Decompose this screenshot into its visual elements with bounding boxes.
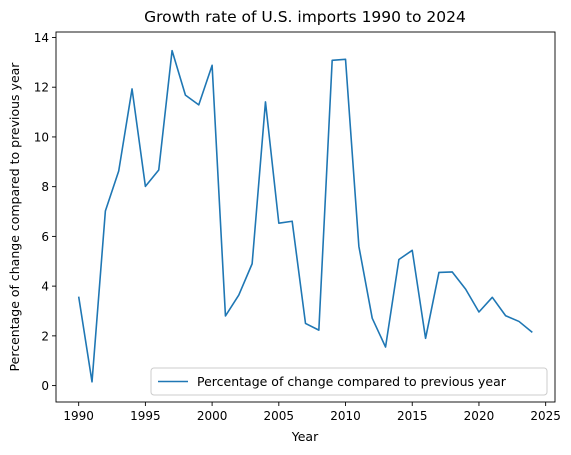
- y-tick-label: 14: [34, 31, 49, 45]
- y-tick-label: 2: [41, 329, 49, 343]
- x-tick-label: 2005: [264, 409, 295, 423]
- series-group: [77, 49, 533, 383]
- y-tick-label: 8: [41, 180, 49, 194]
- x-tick-label: 2015: [397, 409, 428, 423]
- x-tick-label: 2000: [197, 409, 228, 423]
- x-tick-label: 1995: [130, 409, 161, 423]
- x-tick-label: 2025: [530, 409, 561, 423]
- plot-area-frame: [55, 31, 556, 403]
- legend: Percentage of change compared to previou…: [150, 367, 548, 396]
- x-axis-label: Year: [291, 429, 319, 444]
- series-line: [77, 49, 533, 383]
- x-axis: 1990 1995 2000 2005 2010 2015 2020 2025: [63, 402, 561, 423]
- y-tick-label: 6: [41, 230, 49, 244]
- y-axis-label: Percentage of change compared to previou…: [7, 62, 22, 372]
- legend-box: [150, 367, 548, 396]
- y-tick-label: 10: [34, 130, 49, 144]
- y-axis: 0 2 4 6 8 10 12 14: [34, 31, 56, 393]
- x-tick-label: 2010: [330, 409, 361, 423]
- y-tick-label: 12: [34, 81, 49, 95]
- y-tick-label: 4: [41, 280, 49, 294]
- chart-title: Growth rate of U.S. imports 1990 to 2024: [144, 8, 466, 26]
- legend-label: Percentage of change compared to previou…: [197, 374, 507, 389]
- y-tick-label: 0: [41, 379, 49, 393]
- x-tick-label: 2020: [464, 409, 495, 423]
- x-tick-label: 1990: [63, 409, 94, 423]
